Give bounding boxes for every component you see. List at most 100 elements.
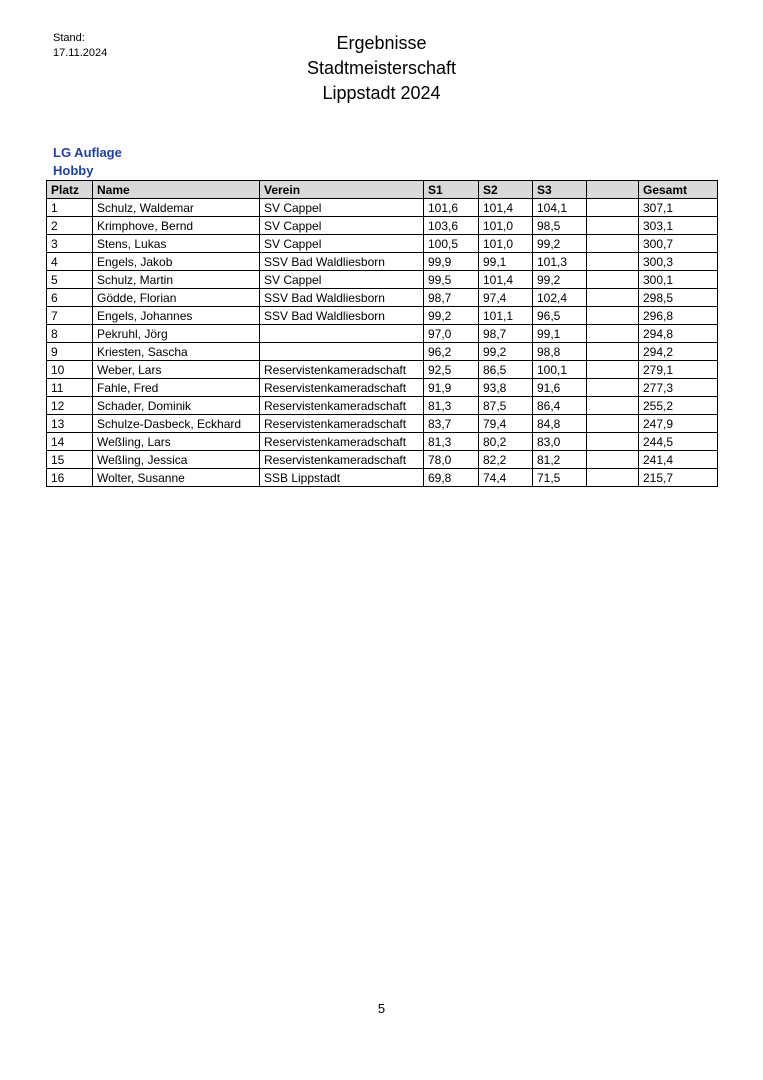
cell-name: Gödde, Florian <box>92 288 260 307</box>
cell-verein: SV Cappel <box>259 234 424 253</box>
cell-blank <box>586 414 639 433</box>
cell-s2: 101,0 <box>478 234 533 253</box>
cell-name: Schulz, Martin <box>92 270 260 289</box>
table-row: 11 Fahle, Fred Reservistenkameradschaft 91,… <box>46 378 718 397</box>
cell-s1: 97,0 <box>423 324 479 343</box>
cell-gesamt: 241,4 <box>638 450 718 469</box>
cell-gesamt: 307,1 <box>638 198 718 217</box>
table-row: 2 Krimphove, Bernd SV Cappel 103,6 101,0 98,5… <box>46 216 718 235</box>
cell-s1: 78,0 <box>423 450 479 469</box>
table-row: 7 Engels, Johannes SSV Bad Waldliesborn 99,… <box>46 306 718 325</box>
cell-s3: 98,5 <box>532 216 587 235</box>
cell-blank <box>586 360 639 379</box>
cell-gesamt: 277,3 <box>638 378 718 397</box>
cell-s3: 99,2 <box>532 270 587 289</box>
cell-s2: 74,4 <box>478 468 533 487</box>
cell-gesamt: 294,2 <box>638 342 718 361</box>
cell-platz: 1 <box>46 198 93 217</box>
cell-gesamt: 279,1 <box>638 360 718 379</box>
page-number: 5 <box>377 1001 386 1016</box>
cell-verein: SSV Bad Waldliesborn <box>259 288 424 307</box>
cell-name: Schulz, Waldemar <box>92 198 260 217</box>
title-line: Lippstadt 2024 <box>322 83 441 103</box>
table-row: 13 Schulze-Dasbeck, Eckhard Reservistenkam… <box>46 414 718 433</box>
column-header-s2: S2 <box>478 180 533 199</box>
table-row: 1 Schulz, Waldemar SV Cappel 101,6 101,4 104,… <box>46 198 718 217</box>
cell-s1: 96,2 <box>423 342 479 361</box>
cell-s2: 79,4 <box>478 414 533 433</box>
cell-s1: 92,5 <box>423 360 479 379</box>
cell-blank <box>586 216 639 235</box>
cell-verein: SSB Lippstadt <box>259 468 424 487</box>
cell-s1: 81,3 <box>423 396 479 415</box>
table-row: 15 Weßling, Jessica Reservistenkameradscha… <box>46 450 718 469</box>
cell-s2: 99,1 <box>478 252 533 271</box>
cell-verein: Reservistenkameradschaft <box>259 450 424 469</box>
cell-verein: SV Cappel <box>259 198 424 217</box>
cell-s2: 101,4 <box>478 270 533 289</box>
column-header-gesamt: Gesamt <box>638 180 718 199</box>
cell-verein: SV Cappel <box>259 216 424 235</box>
cell-s2: 101,4 <box>478 198 533 217</box>
cell-platz: 3 <box>46 234 93 253</box>
cell-gesamt: 303,1 <box>638 216 718 235</box>
cell-blank <box>586 378 639 397</box>
results-table: Platz Name Verein S1 S2 S3 Gesamt 1 Schulz, Wal… <box>46 180 718 487</box>
cell-platz: 14 <box>46 432 93 451</box>
cell-s1: 101,6 <box>423 198 479 217</box>
cell-name: Krimphove, Bernd <box>92 216 260 235</box>
cell-platz: 4 <box>46 252 93 271</box>
cell-platz: 7 <box>46 306 93 325</box>
cell-s1: 83,7 <box>423 414 479 433</box>
cell-blank <box>586 234 639 253</box>
table-row: 6 Gödde, Florian SSV Bad Waldliesborn 98,7 9… <box>46 288 718 307</box>
cell-verein: Reservistenkameradschaft <box>259 432 424 451</box>
cell-blank <box>586 252 639 271</box>
cell-s3: 100,1 <box>532 360 587 379</box>
cell-name: Fahle, Fred <box>92 378 260 397</box>
column-header-verein: Verein <box>259 180 424 199</box>
cell-s3: 101,3 <box>532 252 587 271</box>
title-line: Stadtmeisterschaft <box>306 58 457 78</box>
column-header-name: Name <box>92 180 260 199</box>
cell-gesamt: 300,7 <box>638 234 718 253</box>
cell-s2: 80,2 <box>478 432 533 451</box>
cell-blank <box>586 432 639 451</box>
cell-platz: 6 <box>46 288 93 307</box>
cell-platz: 2 <box>46 216 93 235</box>
stand-info: Stand: 17.11.2024 <box>53 31 107 61</box>
cell-blank <box>586 396 639 415</box>
cell-name: Kriesten, Sascha <box>92 342 260 361</box>
class-heading: Hobby <box>53 163 94 178</box>
cell-s2: 87,5 <box>478 396 533 415</box>
cell-s2: 99,2 <box>478 342 533 361</box>
cell-s1: 103,6 <box>423 216 479 235</box>
cell-verein <box>259 324 424 343</box>
cell-s1: 69,8 <box>423 468 479 487</box>
cell-platz: 5 <box>46 270 93 289</box>
cell-s1: 99,9 <box>423 252 479 271</box>
cell-s1: 98,7 <box>423 288 479 307</box>
cell-s3: 83,0 <box>532 432 587 451</box>
cell-s3: 102,4 <box>532 288 587 307</box>
column-header-s3: S3 <box>532 180 587 199</box>
cell-s1: 91,9 <box>423 378 479 397</box>
cell-gesamt: 255,2 <box>638 396 718 415</box>
cell-name: Weßling, Lars <box>92 432 260 451</box>
column-header-s1: S1 <box>423 180 479 199</box>
cell-blank <box>586 270 639 289</box>
column-header-blank <box>586 180 639 199</box>
cell-s2: 101,0 <box>478 216 533 235</box>
cell-s3: 91,6 <box>532 378 587 397</box>
table-row: 9 Kriesten, Sascha 96,2 99,2 98,8 294,2 <box>46 342 718 361</box>
cell-name: Engels, Jakob <box>92 252 260 271</box>
cell-blank <box>586 342 639 361</box>
cell-s3: 71,5 <box>532 468 587 487</box>
cell-name: Schulze-Dasbeck, Eckhard <box>92 414 260 433</box>
title-line: Ergebnisse <box>336 33 427 53</box>
cell-s3: 99,1 <box>532 324 587 343</box>
cell-s2: 98,7 <box>478 324 533 343</box>
cell-s2: 86,5 <box>478 360 533 379</box>
cell-name: Weßling, Jessica <box>92 450 260 469</box>
cell-s1: 100,5 <box>423 234 479 253</box>
